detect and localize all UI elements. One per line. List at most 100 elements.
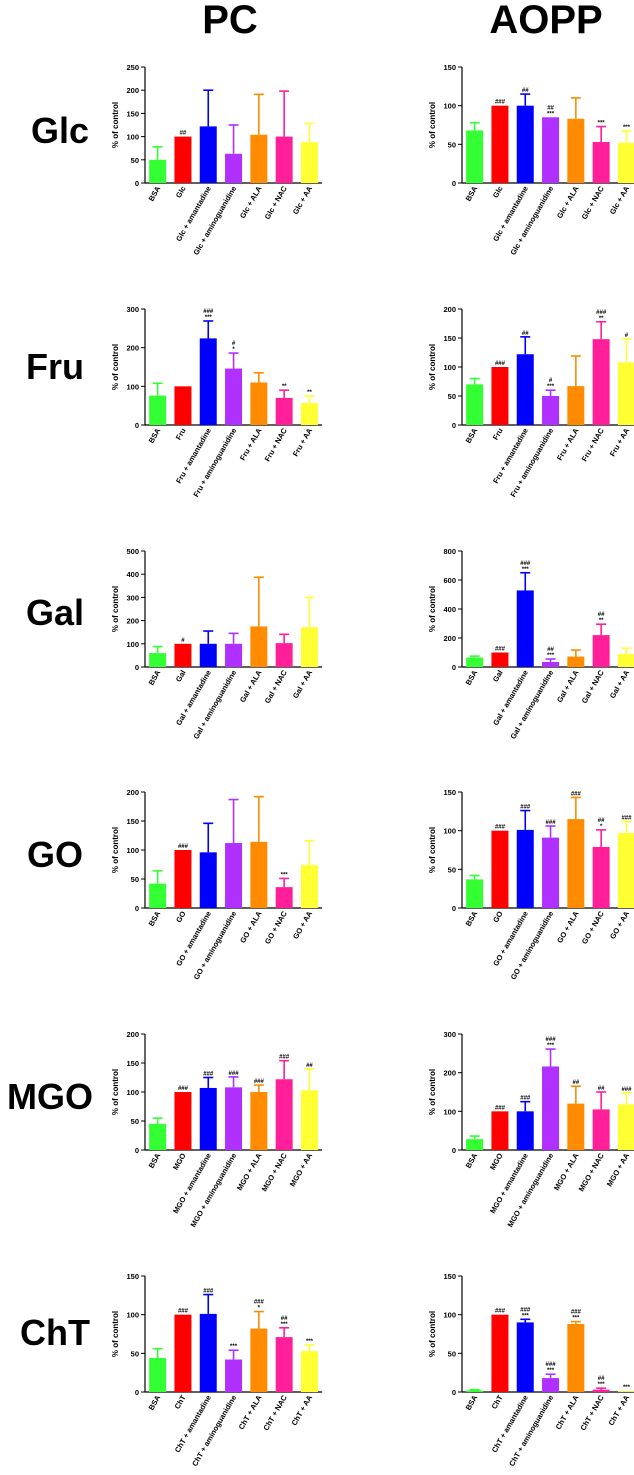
- bar: [225, 368, 243, 425]
- y-tick-label: 50: [131, 875, 139, 884]
- y-tick-label: 0: [135, 1146, 139, 1155]
- category-label: Fru: [491, 426, 505, 441]
- category-label: Fru + ALA: [238, 426, 264, 462]
- y-tick-label: 250: [126, 63, 139, 72]
- bar: [592, 1109, 610, 1150]
- bar: [466, 130, 484, 183]
- significance-label: ###: [178, 1086, 189, 1092]
- category-label: Fru + ALA: [555, 426, 581, 462]
- significance-label: ###: [203, 1289, 214, 1295]
- bar: [174, 850, 192, 908]
- y-tick-label: 150: [443, 334, 456, 343]
- significance-label: *: [232, 347, 235, 353]
- category-label: Fru + NAC: [263, 426, 290, 463]
- y-tick-label: 100: [443, 1107, 456, 1116]
- bar: [617, 362, 634, 425]
- category-label: ChT + ALA: [554, 1393, 581, 1431]
- significance-label: ###: [571, 791, 582, 797]
- bar: [617, 1104, 634, 1150]
- significance-label: ***: [572, 1316, 580, 1322]
- bar: [250, 1092, 268, 1150]
- category-label: MGO + AA: [605, 1151, 632, 1188]
- significance-label: ###: [520, 1307, 531, 1313]
- significance-label: #: [625, 333, 629, 339]
- significance-label: ###: [178, 844, 189, 850]
- row-label-mgo: MGO: [7, 1076, 93, 1117]
- y-tick-label: 100: [443, 363, 456, 372]
- bar: [491, 105, 509, 183]
- significance-label: ###: [279, 1055, 290, 1061]
- significance-label: ###: [520, 1096, 531, 1102]
- bar: [225, 1087, 243, 1150]
- bar: [491, 1111, 509, 1150]
- significance-label: ###: [520, 805, 531, 811]
- category-label: BSA: [464, 1151, 480, 1170]
- y-tick-label: 100: [126, 382, 139, 391]
- row-label-gal: Gal: [25, 592, 85, 633]
- aopp-column-header: AOPP: [489, 0, 603, 42]
- significance-label: **: [599, 316, 604, 322]
- significance-label: ##: [547, 647, 554, 653]
- bar: [174, 1092, 192, 1150]
- y-tick-label: 50: [131, 1117, 139, 1126]
- significance-label: ***: [522, 567, 530, 573]
- category-label: BSA: [464, 668, 480, 687]
- y-tick-label: 200: [126, 86, 139, 95]
- y-tick-label: 50: [448, 140, 456, 149]
- y-axis-label: % of control: [111, 586, 120, 632]
- bar: [149, 395, 167, 425]
- significance-label: ***: [281, 1322, 289, 1328]
- category-label: MGO + AA: [288, 1151, 315, 1188]
- y-tick-label: 0: [452, 904, 456, 913]
- significance-label: ##: [281, 1316, 288, 1322]
- significance-label: ***: [547, 1368, 555, 1374]
- category-label: ChT + AA: [607, 1393, 632, 1427]
- bar: [225, 843, 243, 908]
- significance-label: ##: [598, 818, 605, 824]
- significance-label: ##: [180, 131, 187, 137]
- significance-label: ***: [623, 1385, 631, 1391]
- category-label: BSA: [147, 668, 163, 687]
- significance-label: ###: [254, 1300, 265, 1306]
- significance-label: ###: [621, 815, 632, 821]
- category-label: Gal: [491, 669, 505, 684]
- bar: [149, 159, 167, 183]
- significance-label: ###: [495, 1309, 506, 1315]
- y-axis-label: % of control: [111, 1311, 120, 1357]
- significance-label: ###: [203, 309, 214, 315]
- category-label: MGO: [488, 1151, 505, 1171]
- y-tick-label: 150: [126, 109, 139, 118]
- significance-label: #: [549, 378, 553, 384]
- y-tick-label: 0: [452, 663, 456, 672]
- significance-label: ###: [596, 310, 607, 316]
- significance-label: ***: [623, 125, 631, 131]
- bar: [174, 386, 192, 425]
- category-label: Fru + AA: [291, 426, 315, 458]
- y-tick-label: 400: [126, 570, 139, 579]
- category-label: Gal + NAC: [263, 668, 290, 705]
- row-label-go: GO: [26, 834, 83, 875]
- bar: [567, 1323, 585, 1392]
- y-tick-label: 0: [135, 421, 139, 430]
- significance-label: ###: [495, 361, 506, 367]
- category-label: BSA: [147, 184, 163, 203]
- bar: [567, 118, 585, 183]
- significance-label: ###: [520, 561, 531, 567]
- category-label: BSA: [464, 1393, 480, 1412]
- category-label: Gal + NAC: [580, 668, 607, 705]
- bar: [592, 339, 610, 425]
- significance-label: **: [599, 618, 604, 624]
- significance-label: ###: [495, 1105, 506, 1111]
- bar: [592, 142, 610, 183]
- chart-cht-pc: 0 50 100 150 % of control BSA ### ChT ### ChT + a…: [111, 1272, 323, 1468]
- category-label: GO + AA: [608, 909, 631, 941]
- category-label: Gal: [174, 669, 188, 684]
- y-tick-label: 100: [126, 1088, 139, 1097]
- category-label: GO: [174, 909, 188, 924]
- category-label: BSA: [147, 909, 163, 928]
- chart-mgo-aopp: 0 100 200 300 % of control BSA ### MGO ### MGO + …: [428, 1030, 634, 1229]
